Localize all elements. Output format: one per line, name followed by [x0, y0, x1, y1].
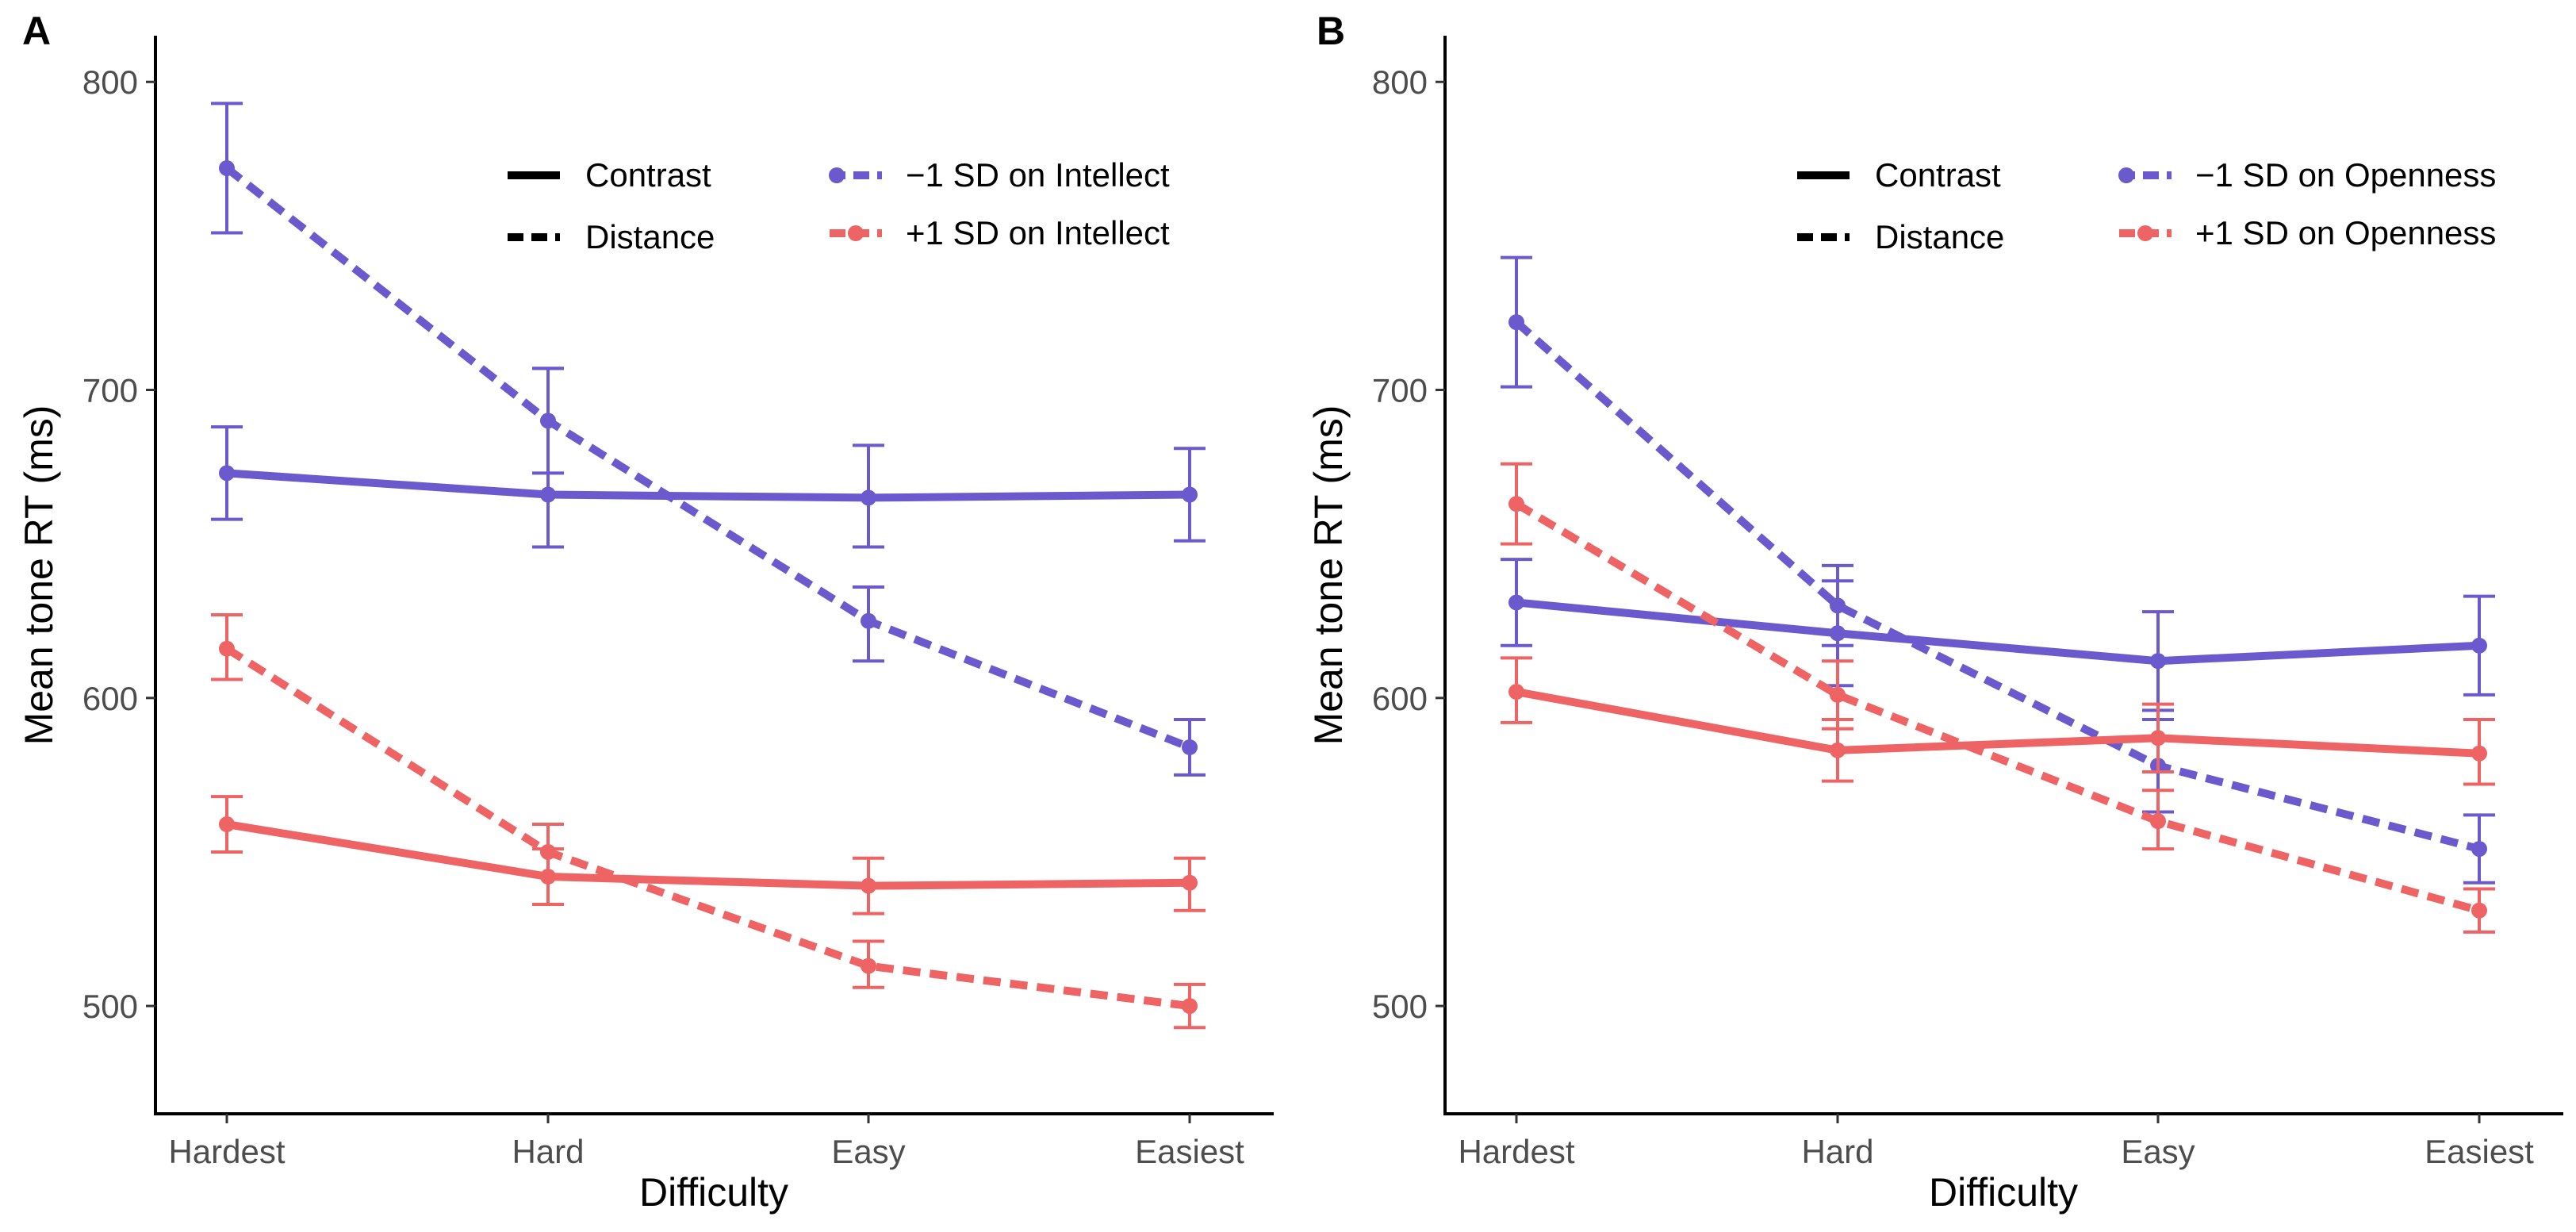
data-point — [219, 816, 235, 833]
series-line-dashed — [1514, 500, 2481, 915]
data-point — [1830, 686, 1846, 703]
y-axis-title: Mean tone RT (ms) — [17, 405, 61, 746]
series-line-solid — [226, 469, 1190, 502]
legend-label: −1 SD on Openness — [2195, 156, 2496, 194]
data-point — [2471, 745, 2487, 762]
legend-label: Distance — [585, 218, 715, 255]
data-point — [2150, 730, 2166, 746]
y-axis-title: Mean tone RT (ms) — [1306, 405, 1351, 746]
y-tick-label: 600 — [1372, 680, 1428, 717]
legend-key-low-dot — [829, 167, 845, 183]
data-point — [1182, 998, 1198, 1015]
data-point — [2150, 653, 2166, 670]
x-tick-label: Easiest — [2425, 1133, 2534, 1170]
x-tick-label: Hard — [512, 1133, 584, 1170]
series — [211, 367, 1206, 549]
data-point — [1508, 314, 1524, 331]
legend-key-low-dot — [2118, 167, 2134, 183]
x-tick-label: Easiest — [1135, 1133, 1244, 1170]
series — [211, 612, 1206, 1030]
y-ticks: 500 600 700 800 — [1372, 63, 1445, 1025]
legend-label: Contrast — [585, 156, 711, 194]
x-axis-title: Difficulty — [639, 1170, 788, 1215]
legend-label: Contrast — [1875, 156, 2001, 194]
panel-a: A 500 600 700 800 Hardest Hard Easy Easi… — [17, 9, 1274, 1215]
y-tick-label: 500 — [82, 988, 138, 1025]
y-tick-label: 800 — [1372, 63, 1428, 101]
data-point — [1508, 496, 1524, 512]
data-point — [540, 413, 556, 429]
series-line-solid — [226, 820, 1190, 890]
series — [1501, 255, 2495, 885]
legend-key-high-dot — [2137, 225, 2153, 241]
series-line-solid — [1516, 688, 2480, 758]
panel-letter: B — [1317, 9, 1345, 53]
data-point — [219, 465, 235, 482]
series-line-dashed — [224, 645, 1190, 1011]
legend: Contrast Distance −1 SD on Intellect +1 … — [508, 156, 1170, 255]
x-tick-label: Easy — [831, 1133, 905, 1170]
data-point — [1508, 684, 1524, 700]
data-point — [1508, 594, 1524, 611]
series — [1501, 558, 2495, 712]
data-point — [2150, 813, 2166, 830]
x-tick-label: Hardest — [168, 1133, 285, 1170]
plot-area: 500 600 700 800 Hardest Hard Easy Easies… — [1372, 36, 2563, 1170]
data-point — [861, 612, 876, 629]
y-tick-label: 700 — [1372, 372, 1428, 409]
panel-letter: A — [22, 9, 51, 53]
x-tick-label: Hardest — [1458, 1133, 1574, 1170]
series-layer — [1501, 255, 2495, 934]
x-ticks: Hardest Hard Easy Easiest — [1458, 1114, 2534, 1170]
data-point — [861, 489, 876, 506]
y-ticks: 500 600 700 800 — [82, 63, 155, 1025]
series — [1501, 656, 2495, 786]
data-point — [540, 486, 556, 503]
legend: Contrast Distance −1 SD on Openness +1 S… — [1797, 156, 2496, 255]
x-ticks: Hardest Hard Easy Easiest — [168, 1114, 1244, 1170]
panel-b: B 500 600 700 800 Hardest Hard Easy Easi… — [1306, 9, 2563, 1215]
data-point — [861, 958, 876, 974]
series — [211, 102, 1206, 777]
legend-label: +1 SD on Intellect — [906, 214, 1170, 251]
data-point — [861, 877, 876, 894]
y-tick-label: 800 — [82, 63, 138, 101]
data-point — [1182, 874, 1198, 891]
data-point — [1830, 597, 1846, 614]
data-point — [219, 640, 235, 657]
plot-area: 500 600 700 800 Hardest Hard Easy Easies… — [82, 36, 1274, 1170]
data-point — [219, 159, 235, 176]
y-tick-label: 600 — [82, 680, 138, 717]
series-line-dashed — [224, 165, 1191, 751]
legend-key-high-dot — [848, 225, 864, 241]
data-point — [1182, 739, 1198, 755]
series-layer — [211, 102, 1206, 1030]
series-line-solid — [1516, 598, 2480, 666]
legend-label: Distance — [1875, 218, 2004, 255]
data-point — [1182, 486, 1198, 503]
x-tick-label: Hard — [1801, 1133, 1873, 1170]
series — [1501, 462, 2495, 934]
data-point — [540, 843, 556, 860]
series — [211, 795, 1206, 915]
data-point — [2471, 841, 2487, 858]
legend-label: −1 SD on Intellect — [906, 156, 1170, 194]
y-tick-label: 700 — [82, 372, 138, 409]
x-tick-label: Easy — [2121, 1133, 2195, 1170]
data-point — [1830, 742, 1846, 758]
legend-label: +1 SD on Openness — [2195, 214, 2496, 251]
data-point — [2471, 637, 2487, 654]
y-tick-label: 500 — [1372, 988, 1428, 1025]
series-line-dashed — [1513, 319, 2481, 853]
data-point — [2471, 902, 2487, 919]
x-axis-title: Difficulty — [1929, 1170, 2078, 1215]
